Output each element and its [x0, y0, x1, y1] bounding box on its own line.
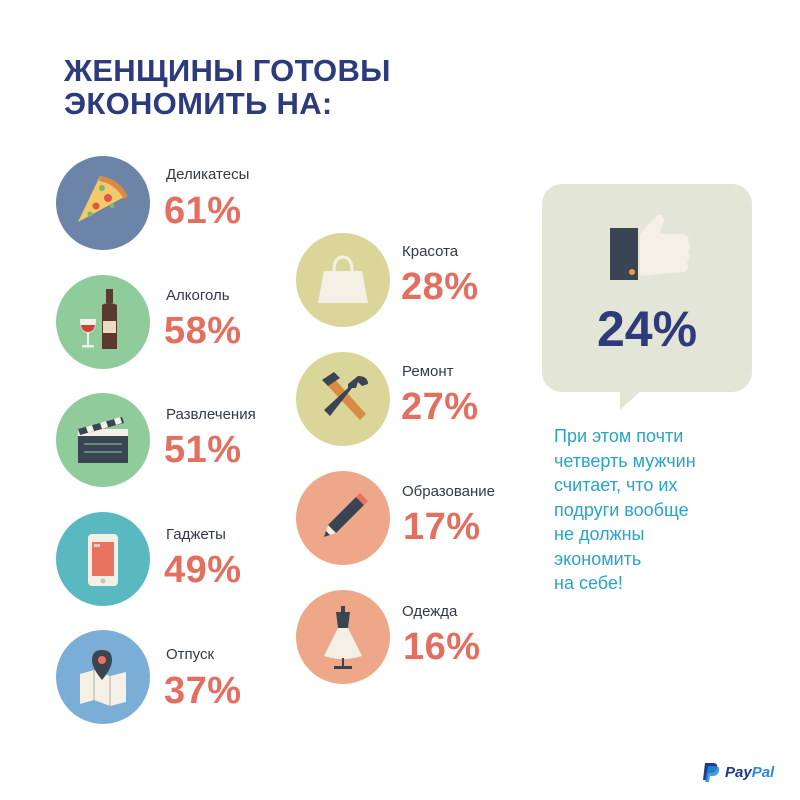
- bubble-tail: [620, 390, 642, 410]
- item-value: 49%: [164, 549, 242, 591]
- item-label: Алкоголь: [166, 287, 230, 304]
- note-line: экономить: [554, 548, 642, 569]
- item-label: Образование: [402, 483, 495, 500]
- paypal-icon: [703, 763, 720, 782]
- thumbs-up-icon: [604, 210, 696, 286]
- highlight-bubble: [542, 184, 752, 392]
- note-line: подруги вообще: [554, 499, 689, 520]
- note-text: При этом почти четверть мужчин считает, …: [554, 424, 754, 596]
- item-value: 58%: [164, 310, 242, 352]
- brand-part1: Pay: [725, 763, 752, 781]
- item-label: Развлечения: [166, 406, 256, 423]
- item-label: Одежда: [402, 603, 458, 620]
- paypal-logo: PayPal: [702, 762, 774, 782]
- highlight-value: 24%: [596, 301, 698, 357]
- title-line-1: ЖЕНЩИНЫ ГОТОВЫ: [64, 53, 391, 88]
- clapperboard-icon: [56, 393, 150, 487]
- item-value: 17%: [403, 506, 481, 548]
- page-title: ЖЕНЩИНЫ ГОТОВЫ ЭКОНОМИТЬ НА:: [64, 54, 391, 120]
- map-pin-icon: [56, 630, 150, 724]
- item-label: Гаджеты: [166, 526, 226, 543]
- pencil-icon: [296, 471, 390, 565]
- wine-icon: [56, 275, 150, 369]
- note-line: на себе!: [554, 573, 623, 593]
- item-value: 16%: [403, 626, 481, 668]
- note-line: При этом почти: [554, 426, 684, 446]
- hammer-wrench-icon: [296, 352, 390, 446]
- item-label: Деликатесы: [166, 166, 250, 183]
- smartphone-icon: [56, 512, 150, 606]
- title-line-2: ЭКОНОМИТЬ НА:: [64, 86, 333, 121]
- item-label: Красота: [402, 243, 459, 260]
- item-label: Ремонт: [402, 363, 454, 380]
- note-line: не должны: [554, 524, 645, 544]
- note-line: считает, что их: [554, 475, 678, 495]
- note-line: четверть мужчин: [554, 450, 696, 471]
- item-value: 61%: [164, 190, 242, 232]
- item-value: 28%: [401, 266, 479, 308]
- item-value: 37%: [164, 670, 242, 712]
- dress-icon: [296, 590, 390, 684]
- shopping-bag-icon: [296, 233, 390, 327]
- pizza-icon: [56, 156, 150, 250]
- item-value: 51%: [164, 429, 242, 471]
- item-label: Отпуск: [166, 646, 215, 663]
- brand-part2: Pal: [751, 763, 775, 781]
- paypal-text: PayPal: [725, 764, 774, 781]
- item-value: 27%: [401, 386, 479, 428]
